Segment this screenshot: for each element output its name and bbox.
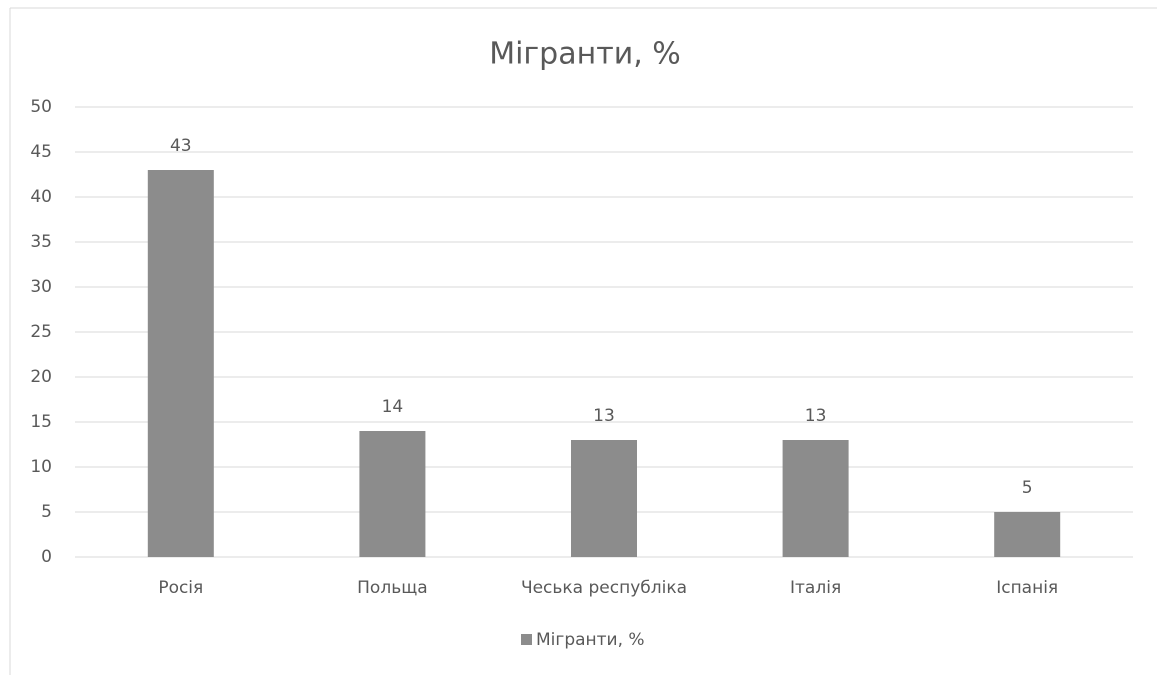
legend-label: Мігранти, % xyxy=(536,630,645,650)
x-tick-label: Польща xyxy=(357,578,428,598)
data-label: 14 xyxy=(382,397,404,417)
legend-swatch xyxy=(521,634,532,645)
y-tick-label: 50 xyxy=(30,97,52,117)
y-tick-label: 40 xyxy=(30,187,52,207)
y-tick-label: 5 xyxy=(41,502,52,522)
x-tick-label: Іспанія xyxy=(996,578,1058,598)
y-tick-label: 30 xyxy=(30,277,52,297)
bar xyxy=(359,431,426,557)
y-tick-label: 10 xyxy=(30,457,52,477)
x-tick-label: Чеська республіка xyxy=(521,578,687,598)
data-label: 5 xyxy=(1022,478,1033,498)
bar xyxy=(994,512,1061,557)
y-tick-label: 15 xyxy=(30,412,52,432)
chart-title: Мігранти, % xyxy=(489,37,681,72)
bar xyxy=(571,440,637,557)
y-tick-label: 25 xyxy=(30,322,52,342)
y-tick-label: 0 xyxy=(41,547,52,567)
data-label: 13 xyxy=(593,406,615,426)
bar xyxy=(782,440,849,557)
x-tick-label: Росія xyxy=(158,578,203,598)
y-tick-label: 35 xyxy=(30,232,52,252)
bar xyxy=(147,170,214,557)
data-label: 13 xyxy=(805,406,827,426)
y-tick-label: 45 xyxy=(30,142,52,162)
y-tick-label: 20 xyxy=(30,367,52,387)
data-label: 43 xyxy=(170,136,192,156)
x-tick-label: Італія xyxy=(790,578,841,598)
